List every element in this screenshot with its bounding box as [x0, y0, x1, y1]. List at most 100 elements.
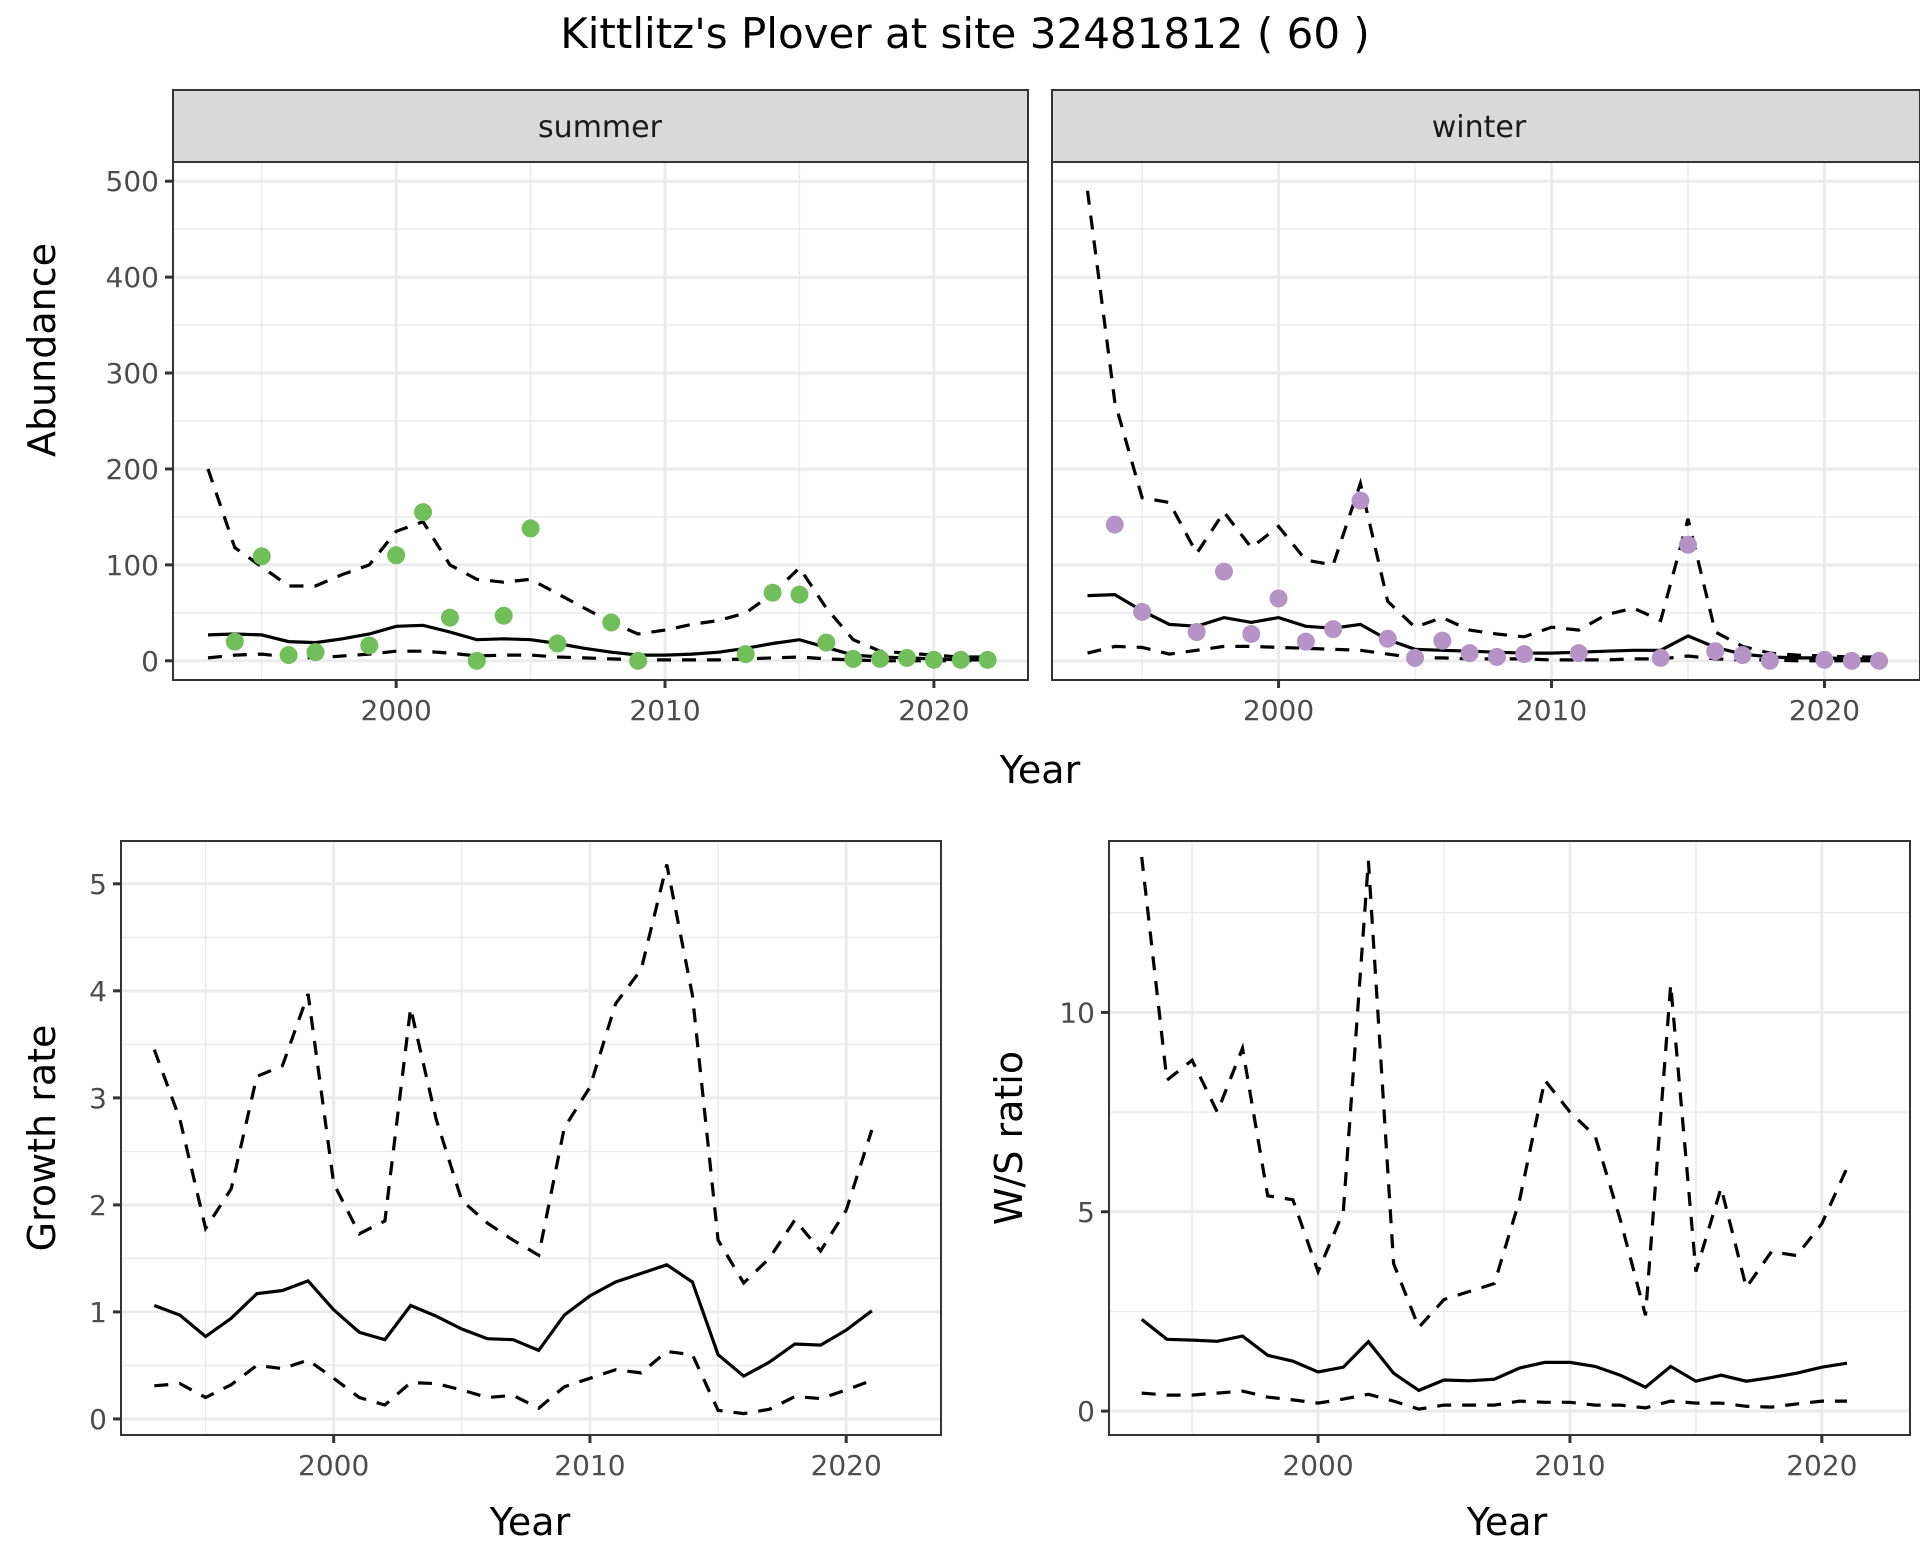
data-point	[817, 633, 836, 652]
y-tick-label: 4	[89, 975, 107, 1008]
data-point	[629, 651, 648, 670]
data-point	[440, 608, 459, 627]
data-point	[1269, 589, 1288, 608]
panel-ws-ratio: 0 5 10 2000 2010 2020	[1059, 840, 1911, 1482]
data-point	[790, 585, 809, 604]
data-point	[978, 650, 997, 669]
data-point	[387, 546, 406, 565]
y-axis-label-growth: Growth rate	[20, 1025, 64, 1252]
x-tick-label: 2010	[629, 694, 700, 727]
x-axis-label-growth: Year	[489, 1500, 571, 1544]
strip-summer	[172, 89, 1029, 163]
y-tick-label: 0	[141, 645, 159, 678]
x-tick-label: 2020	[1789, 694, 1860, 727]
data-point	[1460, 644, 1479, 663]
data-point	[360, 636, 379, 655]
x-tick-label: 2010	[554, 1449, 625, 1482]
data-point	[736, 645, 755, 664]
data-point	[1242, 624, 1261, 643]
x-axis-label-ratio: Year	[1466, 1500, 1548, 1544]
data-point	[306, 643, 325, 662]
x-tick-label: 2000	[1282, 1449, 1353, 1482]
chart-title: Kittlitz's Plover at site 32481812 ( 60 …	[560, 9, 1370, 58]
series-line-upper	[206, 468, 988, 659]
data-point	[1351, 491, 1370, 510]
panel-growth-rate: 0 1 2 3 4 5 2000 2010 2020	[89, 840, 942, 1482]
data-point	[252, 547, 271, 566]
series-line-upper	[152, 864, 874, 1286]
data-point	[1105, 515, 1124, 534]
y-tick-label: 3	[89, 1082, 107, 1115]
strip-label-summer: summer	[538, 110, 663, 145]
panel-border	[1108, 840, 1911, 1436]
data-point	[763, 583, 782, 602]
x-tick-label: 2000	[1243, 694, 1314, 727]
y-tick-label: 300	[106, 357, 159, 390]
data-point	[521, 519, 540, 538]
x-tick-label: 2000	[361, 694, 432, 727]
data-point	[467, 651, 486, 670]
data-point	[1378, 629, 1397, 648]
y-tick-label: 0	[1077, 1395, 1095, 1428]
x-axis-label-abundance: Year	[999, 748, 1081, 792]
x-tick-label: 2020	[811, 1449, 882, 1482]
x-tick-label: 2010	[1534, 1449, 1605, 1482]
data-point	[1214, 562, 1233, 581]
series-line-lower	[154, 1349, 873, 1416]
y-tick-label: 100	[106, 549, 159, 582]
series-line-lower	[1141, 1389, 1847, 1411]
data-point	[844, 649, 863, 668]
data-point	[1187, 623, 1206, 642]
series-line-estimate	[1140, 1318, 1848, 1393]
y-tick-label: 0	[89, 1403, 107, 1436]
panel-summer: 0 100 200 300 400 500 2000 2010 2020	[106, 161, 1029, 727]
y-tick-label: 5	[1077, 1196, 1095, 1229]
data-point	[548, 634, 567, 653]
data-point	[1815, 650, 1834, 669]
data-point	[1706, 642, 1725, 661]
data-point	[1760, 651, 1779, 670]
y-axis-label-ratio: W/S ratio	[987, 1051, 1031, 1225]
data-point	[1733, 646, 1752, 665]
data-point	[1133, 602, 1152, 621]
data-point	[1515, 645, 1534, 664]
x-tick-label: 2020	[898, 694, 969, 727]
y-tick-label: 500	[106, 165, 159, 198]
y-tick-label: 5	[89, 868, 107, 901]
data-point	[1296, 632, 1315, 651]
y-tick-label: 200	[106, 453, 159, 486]
data-point	[951, 650, 970, 669]
strip-label-winter: winter	[1432, 110, 1527, 145]
data-point	[494, 606, 513, 625]
data-point	[279, 646, 298, 665]
plot-background	[1109, 841, 1910, 1435]
y-tick-label: 10	[1059, 996, 1095, 1029]
data-point	[871, 649, 890, 668]
data-point	[1433, 631, 1452, 650]
x-tick-label: 2000	[298, 1449, 369, 1482]
data-point	[898, 648, 917, 667]
y-tick-label: 2	[89, 1189, 107, 1222]
series-line-upper	[1140, 856, 1849, 1331]
y-tick-label: 1	[89, 1296, 107, 1329]
panel-border	[120, 840, 942, 1436]
data-point	[1406, 648, 1425, 667]
y-tick-label: 400	[106, 261, 159, 294]
plot-background	[121, 841, 941, 1435]
data-point	[414, 503, 433, 522]
data-point	[1870, 651, 1889, 670]
x-tick-label: 2010	[1516, 694, 1587, 727]
strip-winter	[1051, 89, 1920, 163]
data-point	[924, 650, 943, 669]
data-point	[1842, 651, 1861, 670]
data-point	[1651, 648, 1670, 667]
y-axis-label-abundance: Abundance	[20, 243, 64, 457]
data-point	[1569, 644, 1588, 663]
data-point	[1487, 647, 1506, 666]
data-point	[602, 613, 621, 632]
series-line-estimate	[153, 1263, 873, 1379]
panel-winter: 2000 2010 2020	[1051, 161, 1920, 727]
data-point	[1678, 535, 1697, 554]
x-tick-label: 2020	[1786, 1449, 1857, 1482]
